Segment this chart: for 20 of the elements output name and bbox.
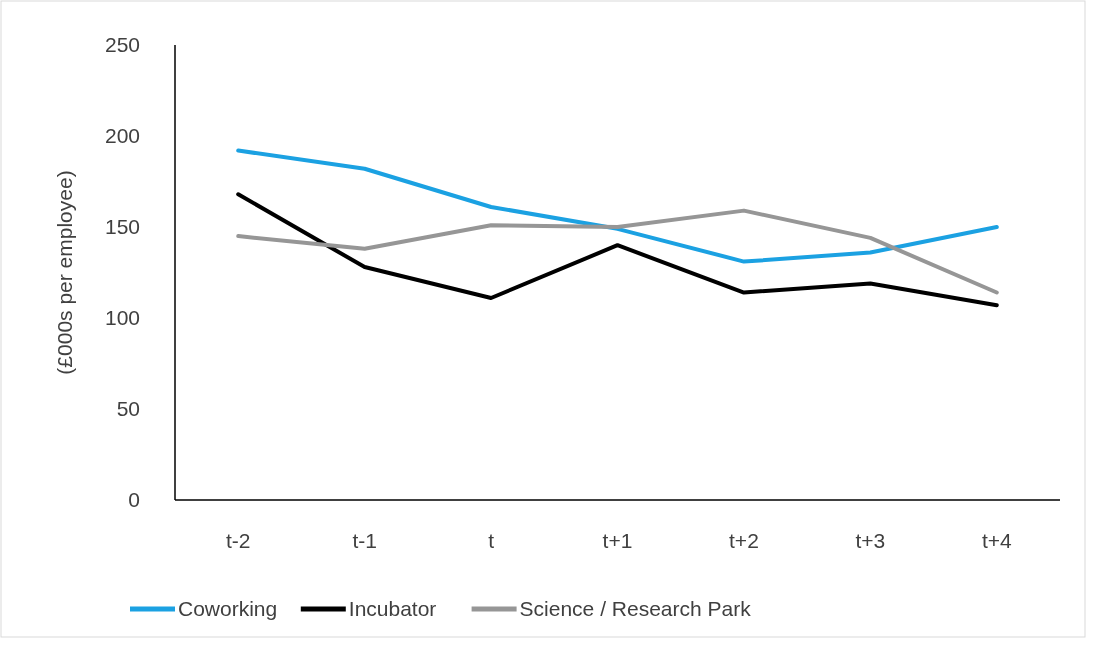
x-tick-label: t: [488, 529, 495, 552]
legend-label: Science / Research Park: [519, 597, 752, 621]
y-axis-title: (£000s per employee): [53, 170, 76, 375]
line-series: [236, 192, 999, 308]
x-tick-label: t+4: [981, 529, 1012, 552]
y-tick-label: 100: [104, 306, 140, 330]
x-tick-label: t-2: [225, 529, 251, 552]
x-tick-label: t-1: [352, 529, 377, 552]
y-tick-label: 50: [116, 397, 140, 421]
y-tick-label: 0: [128, 488, 140, 512]
legend-label: Coworking: [178, 597, 278, 621]
x-tick-label: t+2: [729, 529, 759, 552]
legend-label: Incubator: [348, 597, 437, 621]
y-tick-label: 150: [104, 215, 140, 239]
x-tick-label: t+3: [855, 529, 886, 552]
x-tick-label: t+1: [602, 529, 633, 552]
y-tick-label: 200: [104, 124, 140, 148]
y-tick-label: 250: [104, 33, 140, 57]
line-series: [236, 148, 999, 264]
line-series: [236, 208, 999, 295]
